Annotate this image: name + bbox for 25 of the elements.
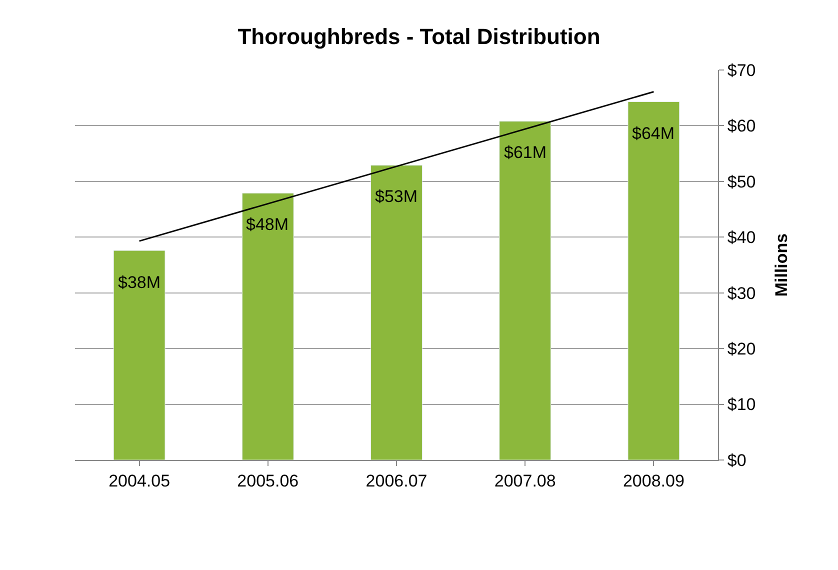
data-label: $61M <box>504 143 547 162</box>
y-tick-label: $40 <box>727 228 756 248</box>
y-tick-label: $0 <box>727 450 746 470</box>
data-label: $64M <box>632 124 675 143</box>
x-tick-label: 2006.07 <box>366 471 428 490</box>
x-tick-label: 2005.06 <box>237 471 299 490</box>
y-tick-label: $50 <box>727 172 756 192</box>
chart-title: Thoroughbreds - Total Distribution <box>238 24 600 49</box>
y-tick-label: $70 <box>727 60 756 80</box>
bar <box>499 121 552 460</box>
y-tick-label: $10 <box>727 395 756 414</box>
y-tick-label: $30 <box>727 284 756 303</box>
bar <box>628 102 680 460</box>
x-tick-label: 2007.08 <box>494 471 556 490</box>
bar <box>370 165 422 460</box>
data-label: $38M <box>118 273 161 292</box>
bar <box>113 250 166 460</box>
bar <box>242 192 294 460</box>
x-tick-label: 2008.09 <box>622 471 684 490</box>
data-label: $53M <box>375 187 418 206</box>
data-label: $48M <box>246 215 289 234</box>
y-tick-label: $60 <box>727 116 756 136</box>
y-axis-title: Millions <box>772 233 792 297</box>
y-tick-label: $20 <box>727 340 756 359</box>
x-tick-label: 2004.05 <box>108 471 170 490</box>
